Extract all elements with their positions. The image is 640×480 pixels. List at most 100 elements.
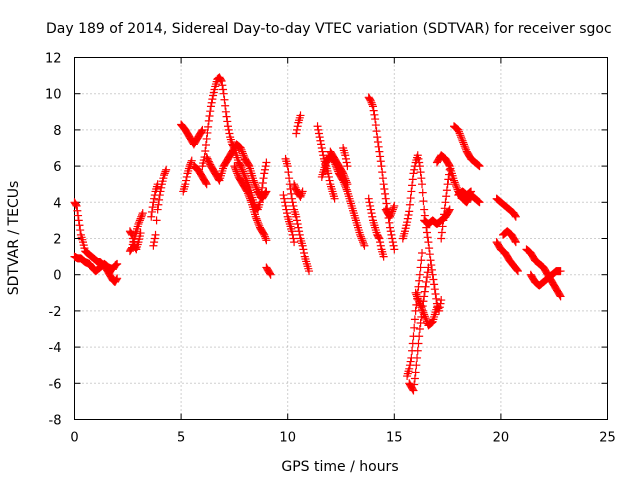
data-point bbox=[135, 216, 144, 225]
data-point bbox=[376, 157, 385, 166]
data-point bbox=[420, 310, 429, 319]
data-point bbox=[511, 211, 520, 220]
data-point bbox=[154, 200, 163, 209]
data-point bbox=[415, 158, 424, 167]
data-point bbox=[313, 122, 322, 131]
data-point bbox=[262, 236, 271, 245]
data-point bbox=[249, 176, 258, 185]
data-point bbox=[457, 133, 466, 142]
data-point bbox=[416, 301, 425, 310]
data-point bbox=[182, 172, 191, 181]
y-tick-label: 10 bbox=[45, 88, 62, 103]
data-point bbox=[388, 238, 397, 247]
data-point bbox=[292, 125, 301, 134]
data-point bbox=[414, 154, 423, 163]
data-point bbox=[423, 268, 432, 277]
data-point bbox=[419, 197, 428, 206]
data-point bbox=[201, 140, 210, 149]
data-point bbox=[406, 357, 415, 366]
data-point bbox=[374, 233, 383, 242]
data-point bbox=[366, 201, 375, 210]
data-point bbox=[239, 151, 248, 160]
data-point bbox=[386, 223, 395, 232]
data-point bbox=[295, 230, 304, 239]
data-point bbox=[454, 127, 463, 136]
data-point bbox=[422, 315, 431, 324]
data-point bbox=[417, 256, 426, 265]
data-point bbox=[292, 212, 301, 221]
data-point bbox=[474, 160, 483, 169]
data-point bbox=[298, 241, 307, 250]
data-point bbox=[370, 110, 379, 119]
data-point bbox=[413, 346, 422, 355]
data-point bbox=[113, 259, 122, 268]
data-point bbox=[341, 176, 350, 185]
data-point bbox=[250, 178, 259, 187]
data-point bbox=[456, 131, 465, 140]
data-point bbox=[437, 296, 446, 305]
data-point bbox=[369, 106, 378, 115]
data-point bbox=[438, 222, 447, 231]
data-point bbox=[230, 162, 239, 171]
data-point bbox=[366, 96, 375, 105]
data-point bbox=[157, 183, 166, 192]
x-tick-label: 25 bbox=[599, 431, 616, 446]
data-point bbox=[415, 325, 424, 333]
data-point bbox=[343, 162, 352, 171]
data-point bbox=[150, 194, 159, 203]
data-point bbox=[440, 210, 449, 219]
data-point bbox=[418, 306, 427, 315]
data-point bbox=[454, 125, 463, 134]
data-point bbox=[201, 147, 210, 156]
data-point bbox=[429, 275, 438, 284]
data-point bbox=[410, 323, 419, 332]
data-point bbox=[150, 191, 159, 200]
data-point bbox=[413, 353, 422, 362]
data-point bbox=[221, 101, 230, 110]
data-point bbox=[415, 270, 424, 279]
data-point bbox=[415, 162, 424, 171]
x-tick-label: 5 bbox=[177, 431, 185, 446]
data-point bbox=[422, 277, 431, 286]
data-point bbox=[262, 158, 271, 167]
data-point bbox=[407, 187, 416, 196]
data-point bbox=[282, 209, 291, 218]
data-point bbox=[465, 188, 474, 197]
data-point bbox=[261, 188, 270, 197]
data-point bbox=[408, 385, 417, 394]
data-point bbox=[390, 201, 399, 210]
data-point bbox=[288, 198, 297, 207]
data-point bbox=[409, 386, 418, 395]
data-point bbox=[513, 266, 522, 275]
data-point bbox=[457, 134, 466, 143]
data-point bbox=[243, 187, 252, 196]
data-point bbox=[293, 122, 302, 131]
data-point bbox=[414, 282, 423, 291]
data-point bbox=[556, 292, 565, 301]
data-point bbox=[292, 216, 301, 225]
data-point bbox=[138, 210, 147, 219]
data-point bbox=[467, 187, 476, 196]
data-point bbox=[150, 238, 159, 247]
data-point bbox=[359, 239, 368, 248]
y-tick-label: 2 bbox=[53, 233, 61, 248]
data-point bbox=[418, 248, 427, 257]
data-point bbox=[220, 95, 229, 104]
data-point bbox=[343, 180, 352, 189]
data-point bbox=[287, 189, 296, 198]
data-point bbox=[422, 273, 431, 282]
data-point bbox=[75, 221, 84, 230]
data-point bbox=[341, 151, 350, 160]
data-point bbox=[202, 180, 211, 189]
data-point bbox=[405, 207, 414, 216]
data-point bbox=[403, 214, 412, 223]
data-point bbox=[413, 292, 422, 301]
data-point bbox=[254, 220, 263, 229]
data-point bbox=[258, 178, 267, 187]
data-point bbox=[152, 216, 161, 225]
data-point bbox=[290, 238, 299, 247]
data-point bbox=[128, 230, 137, 239]
data-point bbox=[474, 197, 483, 206]
data-point bbox=[262, 187, 271, 196]
data-point bbox=[286, 185, 295, 194]
